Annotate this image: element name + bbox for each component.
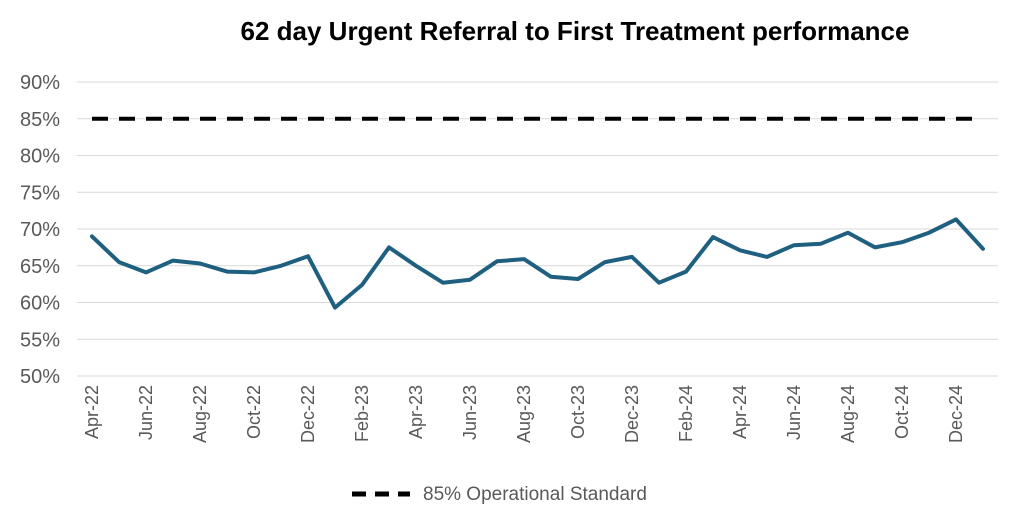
y-tick-label: 70% <box>20 219 60 241</box>
series-lines <box>90 116 985 310</box>
chart-title: 62 day Urgent Referral to First Treatmen… <box>241 16 910 46</box>
x-tick-label: Jun-23 <box>460 385 480 440</box>
x-tick-label: Aug-23 <box>514 385 534 443</box>
legend: 85% Operational Standard <box>352 484 647 505</box>
x-tick-label: Jun-22 <box>136 385 156 440</box>
y-tick-label: 90% <box>20 72 60 94</box>
data-point <box>846 231 850 235</box>
data-point <box>684 270 688 274</box>
data-point <box>468 278 472 282</box>
x-tick-label: Oct-24 <box>892 385 912 439</box>
x-tick-label: Aug-22 <box>190 385 210 443</box>
x-tick-label: Oct-23 <box>568 385 588 439</box>
data-point <box>225 270 229 274</box>
y-tick-label: 55% <box>20 329 60 351</box>
data-point <box>954 217 958 221</box>
data-point <box>171 259 175 263</box>
data-point <box>252 270 256 274</box>
data-point <box>495 259 499 263</box>
x-tick-label: Oct-22 <box>244 385 264 439</box>
data-point <box>711 235 715 239</box>
data-point <box>927 231 931 235</box>
data-point <box>117 260 121 264</box>
x-tick-label: Dec-22 <box>298 385 318 443</box>
x-axis-tick-labels: Apr-22 Jun-22 Aug-22 Oct-22 Dec-22 Feb-23 Apr-… <box>82 385 966 443</box>
y-tick-label: 60% <box>20 293 60 315</box>
data-point <box>657 281 661 285</box>
x-tick-label: Jun-24 <box>784 385 804 440</box>
y-tick-label: 80% <box>20 146 60 168</box>
data-point <box>981 247 985 251</box>
data-point <box>792 243 796 247</box>
y-axis-tick-labels: 50% 55% 60% 65% 70% 75% 80% 85% 90% <box>20 72 60 388</box>
y-tick-label: 65% <box>20 256 60 278</box>
data-point <box>576 277 580 281</box>
data-point <box>630 255 634 259</box>
data-point <box>360 283 364 287</box>
data-point <box>414 264 418 268</box>
data-point <box>387 245 391 249</box>
y-tick-label: 85% <box>20 109 60 131</box>
data-point <box>90 234 94 238</box>
performance-series-line <box>90 217 985 310</box>
data-point <box>306 254 310 258</box>
data-point <box>873 245 877 249</box>
data-point <box>819 242 823 246</box>
data-point <box>738 248 742 252</box>
data-point <box>603 260 607 264</box>
data-point <box>198 262 202 266</box>
y-tick-label: 75% <box>20 182 60 204</box>
x-tick-label: Apr-24 <box>730 385 750 439</box>
legend-label: 85% Operational Standard <box>423 484 647 505</box>
x-tick-label: Feb-23 <box>352 385 372 442</box>
data-point <box>441 281 445 285</box>
data-point <box>765 255 769 259</box>
data-point <box>522 257 526 261</box>
x-tick-label: Dec-24 <box>946 385 966 443</box>
data-point <box>333 306 337 310</box>
data-point <box>144 270 148 274</box>
gridlines <box>77 81 998 377</box>
data-point <box>900 240 904 244</box>
x-tick-label: Dec-23 <box>622 385 642 443</box>
x-tick-label: Apr-22 <box>82 385 102 439</box>
x-tick-label: Feb-24 <box>676 385 696 442</box>
data-point <box>549 275 553 279</box>
x-tick-label: Apr-23 <box>406 385 426 439</box>
y-tick-label: 50% <box>20 366 60 388</box>
data-point <box>279 264 283 268</box>
x-tick-label: Aug-24 <box>838 385 858 443</box>
